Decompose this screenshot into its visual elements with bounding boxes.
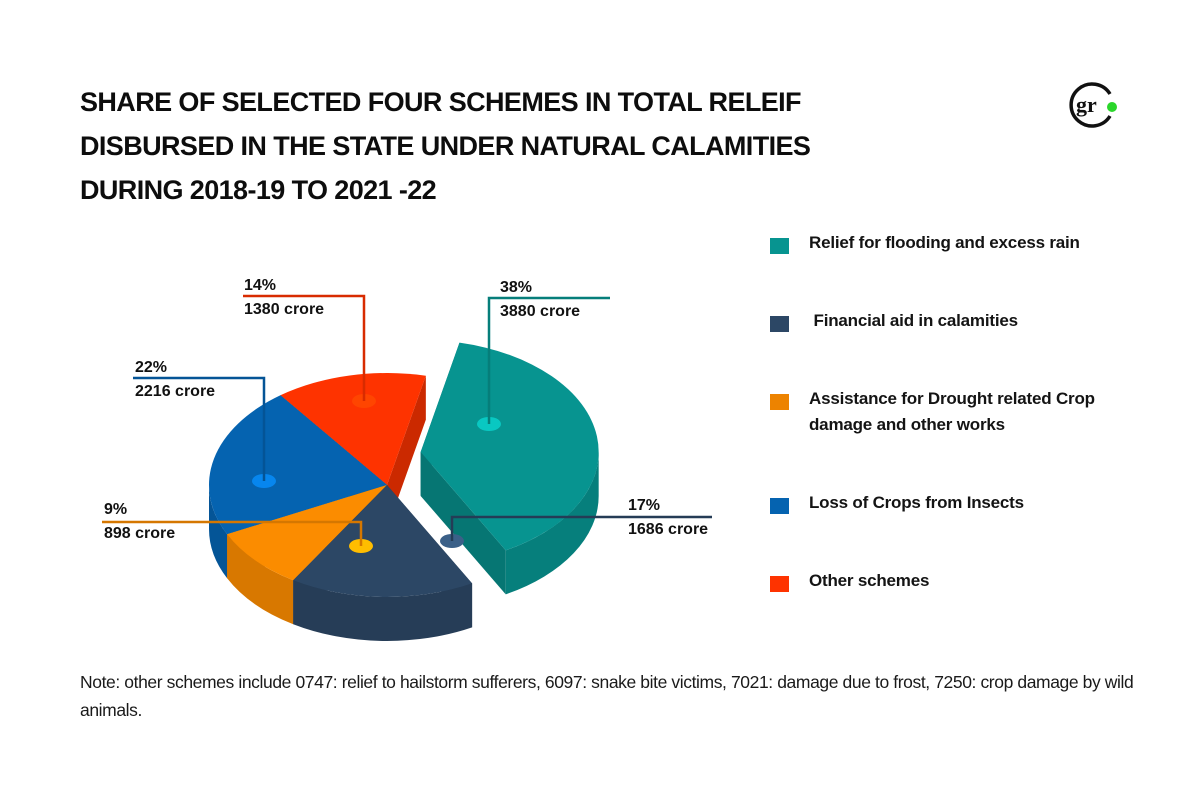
logo-dot — [1107, 102, 1117, 112]
slice-inner-wall — [420, 451, 506, 595]
label-percent: 22% — [135, 359, 167, 376]
pie-slice-2 — [293, 485, 473, 641]
label-value: 2216 crore — [135, 383, 215, 400]
legend-label: Relief for flooding and excess rain — [809, 233, 1080, 252]
slice-side-wall — [227, 534, 294, 625]
leader-lines — [102, 294, 712, 553]
legend-swatch — [770, 316, 789, 332]
legend-label: Financial aid in calamities — [809, 311, 1019, 330]
legend-item-other: Other schemes — [770, 564, 929, 594]
logo-text: gr — [1076, 92, 1097, 117]
slice-inner-wall — [387, 375, 426, 529]
pie-slices — [208, 342, 599, 641]
slice-top-face — [208, 395, 387, 535]
legend-item-financial-aid: Financial aid in calamities — [770, 304, 1018, 334]
title-line-2: DISBURSED IN THE STATE UNDER NATURAL CAL… — [80, 131, 811, 161]
label-value: 1686 crore — [628, 521, 708, 538]
legend-swatch — [770, 238, 789, 254]
legend-label: Loss of Crops from Insects — [809, 493, 1024, 512]
pie-slice-1 — [420, 342, 599, 595]
footnote: Note: other schemes include 0747: relief… — [80, 672, 1134, 720]
chart-title: SHARE OF SELECTED FOUR SCHEMES IN TOTAL … — [80, 80, 900, 212]
leader-line — [243, 294, 366, 401]
slice-side-wall — [293, 580, 473, 641]
pie-chart: 38% 3880 crore 17% 1686 crore 9% 898 crore 22%… — [102, 277, 712, 641]
leader-line — [102, 520, 363, 546]
label-value: 898 crore — [104, 525, 175, 542]
leader-line — [133, 376, 266, 481]
legend-item-flooding: Relief for flooding and excess rain — [770, 226, 1080, 256]
legend-item-drought: Assistance for Drought related Crop dama… — [770, 382, 1139, 438]
legend-item-insects: Loss of Crops from Insects — [770, 486, 1024, 516]
label-value: 1380 crore — [244, 301, 324, 318]
legend-swatch — [770, 394, 789, 410]
label-percent: 14% — [244, 277, 276, 294]
data-labels: 38% 3880 crore 17% 1686 crore 9% 898 crore 22%… — [104, 277, 708, 542]
title-line-1: SHARE OF SELECTED FOUR SCHEMES IN TOTAL … — [80, 87, 802, 117]
label-percent: 17% — [628, 497, 660, 514]
slice-side-wall — [209, 485, 228, 579]
legend-label: Assistance for Drought related Crop dama… — [809, 389, 1095, 434]
slice-top-face — [293, 485, 473, 597]
legend-swatch — [770, 576, 789, 592]
slice-top-face — [280, 373, 426, 485]
title-line-3: DURING 2018-19 TO 2021 -22 — [80, 175, 437, 205]
slice-top-face — [227, 485, 387, 581]
label-value: 3880 crore — [500, 303, 580, 320]
leader-line — [450, 515, 712, 541]
legend-label: Other schemes — [809, 571, 930, 590]
leader-line — [487, 296, 610, 424]
legend-swatch — [770, 498, 789, 514]
slice-top-face — [420, 342, 599, 551]
gr-logo-icon: gr — [1069, 82, 1117, 128]
label-percent: 38% — [500, 279, 532, 296]
label-percent: 9% — [104, 501, 127, 518]
slice-side-wall — [505, 451, 599, 595]
logo-ring — [1069, 82, 1112, 128]
